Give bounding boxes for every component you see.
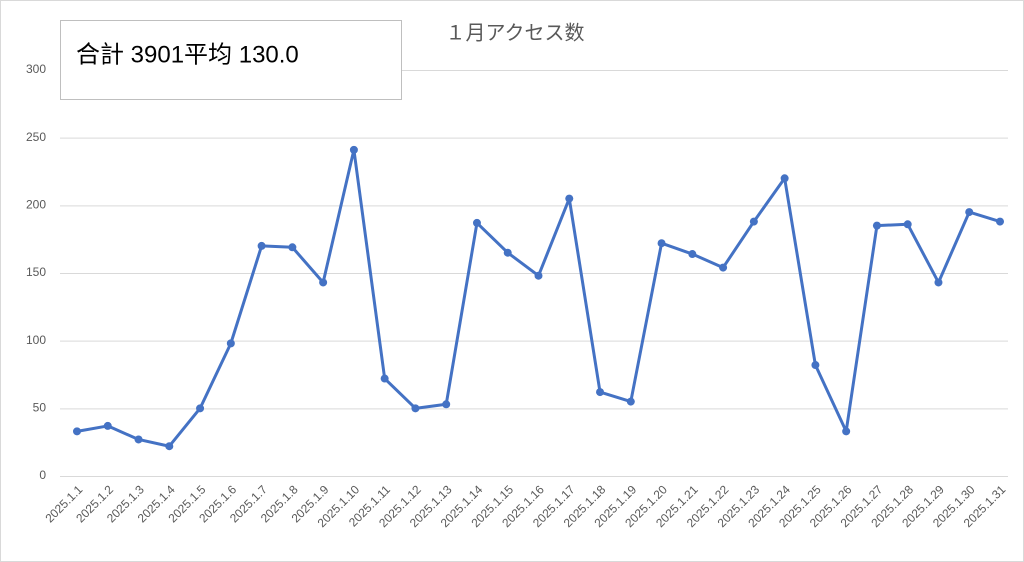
data-point (103, 421, 112, 430)
y-tick-label: 0 (39, 468, 46, 482)
data-point (626, 397, 635, 406)
data-point (257, 241, 266, 250)
plot (73, 145, 1004, 451)
data-point (842, 427, 851, 436)
data-point (349, 145, 358, 154)
data-point (534, 271, 543, 280)
data-point (380, 374, 389, 383)
data-point (226, 339, 235, 348)
data-point (780, 174, 789, 183)
data-point (872, 221, 881, 230)
y-tick-label: 50 (33, 401, 47, 415)
data-point (196, 404, 205, 413)
data-point (503, 248, 512, 257)
data-point (596, 388, 605, 397)
y-tick-label: 300 (26, 62, 46, 76)
data-point (565, 194, 574, 203)
data-point (657, 239, 666, 248)
data-point (165, 442, 174, 451)
y-tick-label: 100 (26, 333, 46, 347)
data-point (319, 278, 328, 287)
data-point (903, 220, 912, 229)
data-point (411, 404, 420, 413)
data-point (73, 427, 81, 436)
data-point (442, 400, 451, 409)
data-point (811, 361, 820, 370)
data-point (288, 243, 297, 252)
data-point (996, 217, 1004, 226)
annotation-box (60, 20, 402, 100)
data-point (134, 435, 143, 444)
data-point (749, 217, 758, 226)
data-point (719, 263, 728, 272)
y-tick-label: 250 (26, 130, 46, 144)
y-tick-label: 200 (26, 198, 46, 212)
y-tick-label: 150 (26, 265, 46, 279)
chart-title: １月アクセス数 (446, 21, 585, 44)
data-point (965, 208, 974, 217)
data-point (688, 250, 697, 259)
data-point (934, 278, 943, 287)
data-point (472, 218, 481, 227)
annotation: 合計 3901平均 130.0 (76, 41, 299, 68)
